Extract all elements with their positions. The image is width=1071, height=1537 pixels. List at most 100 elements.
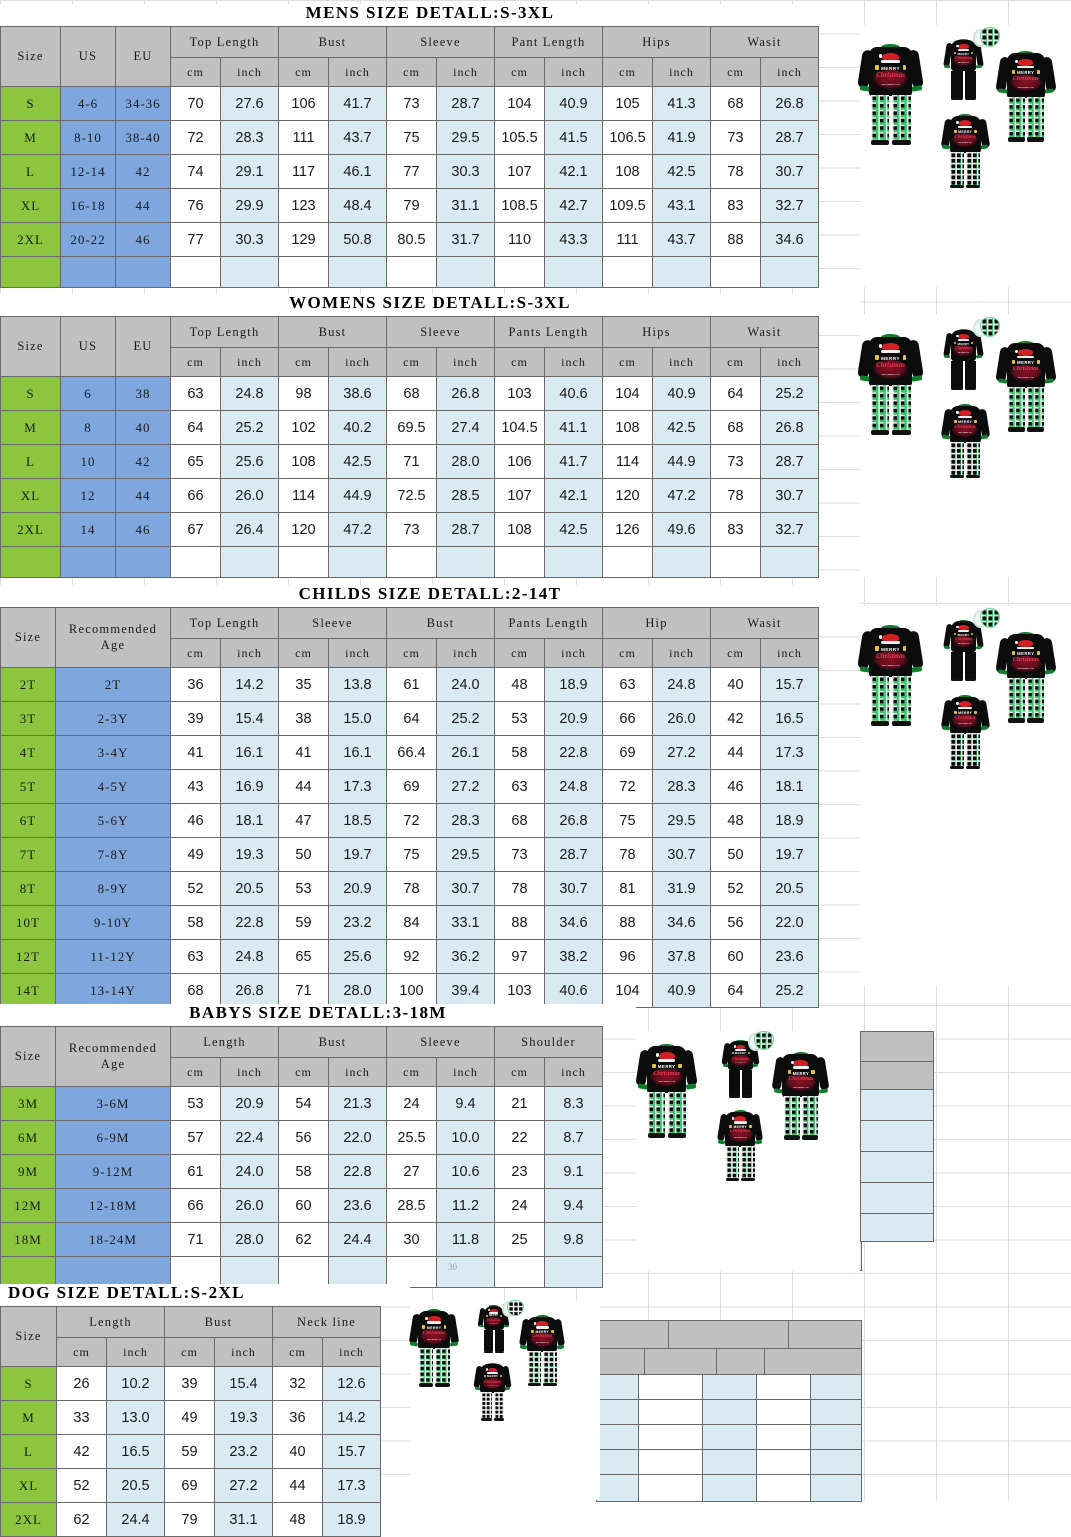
cell-measure: 123: [278, 188, 329, 223]
pant-cuff-left: [528, 1382, 542, 1387]
pant-cuff-right: [435, 1382, 450, 1387]
gift-icon-left: [652, 1063, 656, 1068]
unit-header-inch: inch: [322, 1337, 381, 1367]
santa-hat-icon: [1018, 58, 1034, 67]
garment-splatter: [952, 344, 975, 357]
cell-measure: 28.7: [544, 837, 603, 872]
pajama-pant-left: [783, 1096, 800, 1137]
cell-measure: 80.5: [386, 222, 437, 257]
cell-measure: 70: [170, 86, 221, 121]
cell-measure: 59: [164, 1434, 215, 1469]
cell-measure: 106: [278, 86, 329, 121]
cell-measure: 25.2: [436, 701, 495, 736]
cuff-right: [980, 144, 989, 150]
cell-measure: 29.5: [436, 120, 495, 155]
measure-group-pants-length: Pants Length: [494, 316, 603, 348]
cell-size-equivalent: 12-18M: [55, 1188, 171, 1223]
cell-measure: 17.3: [328, 769, 387, 804]
cell-measure: 106: [494, 444, 545, 479]
pajama-set: MERRY Christmas WHO NEEDS YOU: [716, 1109, 764, 1197]
cell-measure: 18.1: [220, 803, 279, 838]
cell-measure: 108: [602, 154, 653, 189]
cell-measure: 9.8: [544, 1222, 603, 1257]
cell-measure: 40.9: [544, 86, 603, 121]
santa-hat-icon: [536, 1321, 549, 1327]
cell-measure: 68: [494, 803, 545, 838]
cell-measure: 78: [710, 154, 761, 189]
unit-header-inch: inch: [652, 57, 711, 87]
cell-measure: 73: [386, 512, 437, 547]
cell-measure: 10.2: [106, 1366, 165, 1401]
cell-empty: [710, 256, 761, 288]
measure-group-pants-length: Pants Length: [494, 607, 603, 639]
babys-size-table: Size Recommended Age Length Bust Sleeve Shoul…: [0, 1026, 603, 1288]
cell-empty: [494, 1256, 545, 1288]
table-row: S 4-6 34-36 70 27.6 106 41.7 73 28.7 104 40.9 105 41…: [0, 86, 819, 121]
cell-measure: 40.6: [544, 973, 603, 1008]
cell-measure: 30.7: [760, 154, 819, 189]
garment-text-christmas: Christmas: [954, 345, 973, 351]
babys-stub-header-right-1: [860, 1031, 934, 1063]
cell-measure: 41.7: [328, 86, 387, 121]
table-row: 3T 2-3Y 39 15.4 38 15.0 64 25.2 53 20.9 66 26.0 42 16…: [0, 701, 819, 736]
cell-measure: 88: [494, 905, 545, 940]
cell-measure: 11.8: [436, 1222, 495, 1257]
pajama-pant-right: [741, 1069, 753, 1096]
cell-measure: 40: [710, 667, 761, 702]
cell-measure: 54: [278, 1086, 329, 1121]
cell-measure: 24: [386, 1086, 437, 1121]
garment-splatter: [727, 1128, 753, 1142]
cell-size-equivalent: 46: [115, 512, 171, 547]
unit-header-cm: cm: [386, 347, 437, 377]
cell-measure: 28.3: [652, 769, 711, 804]
cell-measure: 43: [170, 769, 221, 804]
cell-measure: 68: [386, 376, 437, 411]
pajama-pant-left: [950, 441, 965, 476]
cell-measure: 28.7: [760, 120, 819, 155]
cell-size: 6M: [0, 1120, 56, 1155]
garment-text-merry: MERRY: [1017, 651, 1035, 657]
cell-measure: 72: [170, 120, 221, 155]
cell-measure: 28.3: [220, 120, 279, 155]
dog-size-table: Size Length Bust Neck line cm inch cm inch cm inc…: [0, 1306, 381, 1537]
santa-hat-brim-icon: [958, 125, 973, 129]
pant-cuff-left: [1007, 718, 1025, 723]
santa-hat-icon: [958, 625, 969, 631]
mens-size-table: Size US EU Top Length Bust Sleeve Pant Length H…: [0, 26, 819, 288]
pant-cuff-left: [729, 1095, 740, 1099]
table-row: 9M 9-12M 61 24.0 58 22.8 27 10.6 23 9.1: [0, 1154, 603, 1189]
dog-stub-row3-d: [756, 1424, 812, 1451]
cuff-right: [910, 666, 922, 674]
cell-measure: 9.4: [436, 1086, 495, 1121]
cell-measure: 19.3: [220, 837, 279, 872]
garment-splatter: [485, 1317, 503, 1327]
cell-measure: 15.4: [214, 1366, 273, 1401]
santa-hat-pom-icon: [878, 635, 883, 639]
cell-measure: 30.7: [544, 871, 603, 906]
cell-measure: 24.8: [544, 769, 603, 804]
cell-empty: [220, 546, 279, 578]
cell-measure: 58: [170, 905, 221, 940]
table-row: L 42 16.5 59 23.2 40 15.7: [0, 1434, 381, 1469]
pant-cuff-right: [668, 1133, 686, 1139]
cell-measure: 50: [710, 837, 761, 872]
cell-measure: 47.2: [652, 478, 711, 513]
unit-header-cm: cm: [494, 638, 545, 668]
garment-text-tagline: WHO NEEDS YOU: [957, 644, 969, 646]
garment-text-merry: MERRY: [535, 1330, 549, 1335]
cell-measure: 16.1: [220, 735, 279, 770]
cell-measure: 63: [170, 939, 221, 974]
cell-measure: 78: [710, 478, 761, 513]
cell-measure: 33.1: [436, 905, 495, 940]
cell-measure: 104: [602, 973, 653, 1008]
cell-size-equivalent: 44: [115, 188, 171, 223]
santa-hat-icon: [735, 1044, 746, 1050]
santa-hat-pom-icon: [1015, 641, 1019, 645]
cell-measure: 69: [602, 735, 653, 770]
cell-measure: 30.7: [652, 837, 711, 872]
cell-size: L: [0, 444, 61, 479]
cell-measure: 14.2: [322, 1400, 381, 1435]
mask-body: [979, 608, 1001, 628]
unit-header-inch: inch: [544, 57, 603, 87]
cell-measure: 49.6: [652, 512, 711, 547]
